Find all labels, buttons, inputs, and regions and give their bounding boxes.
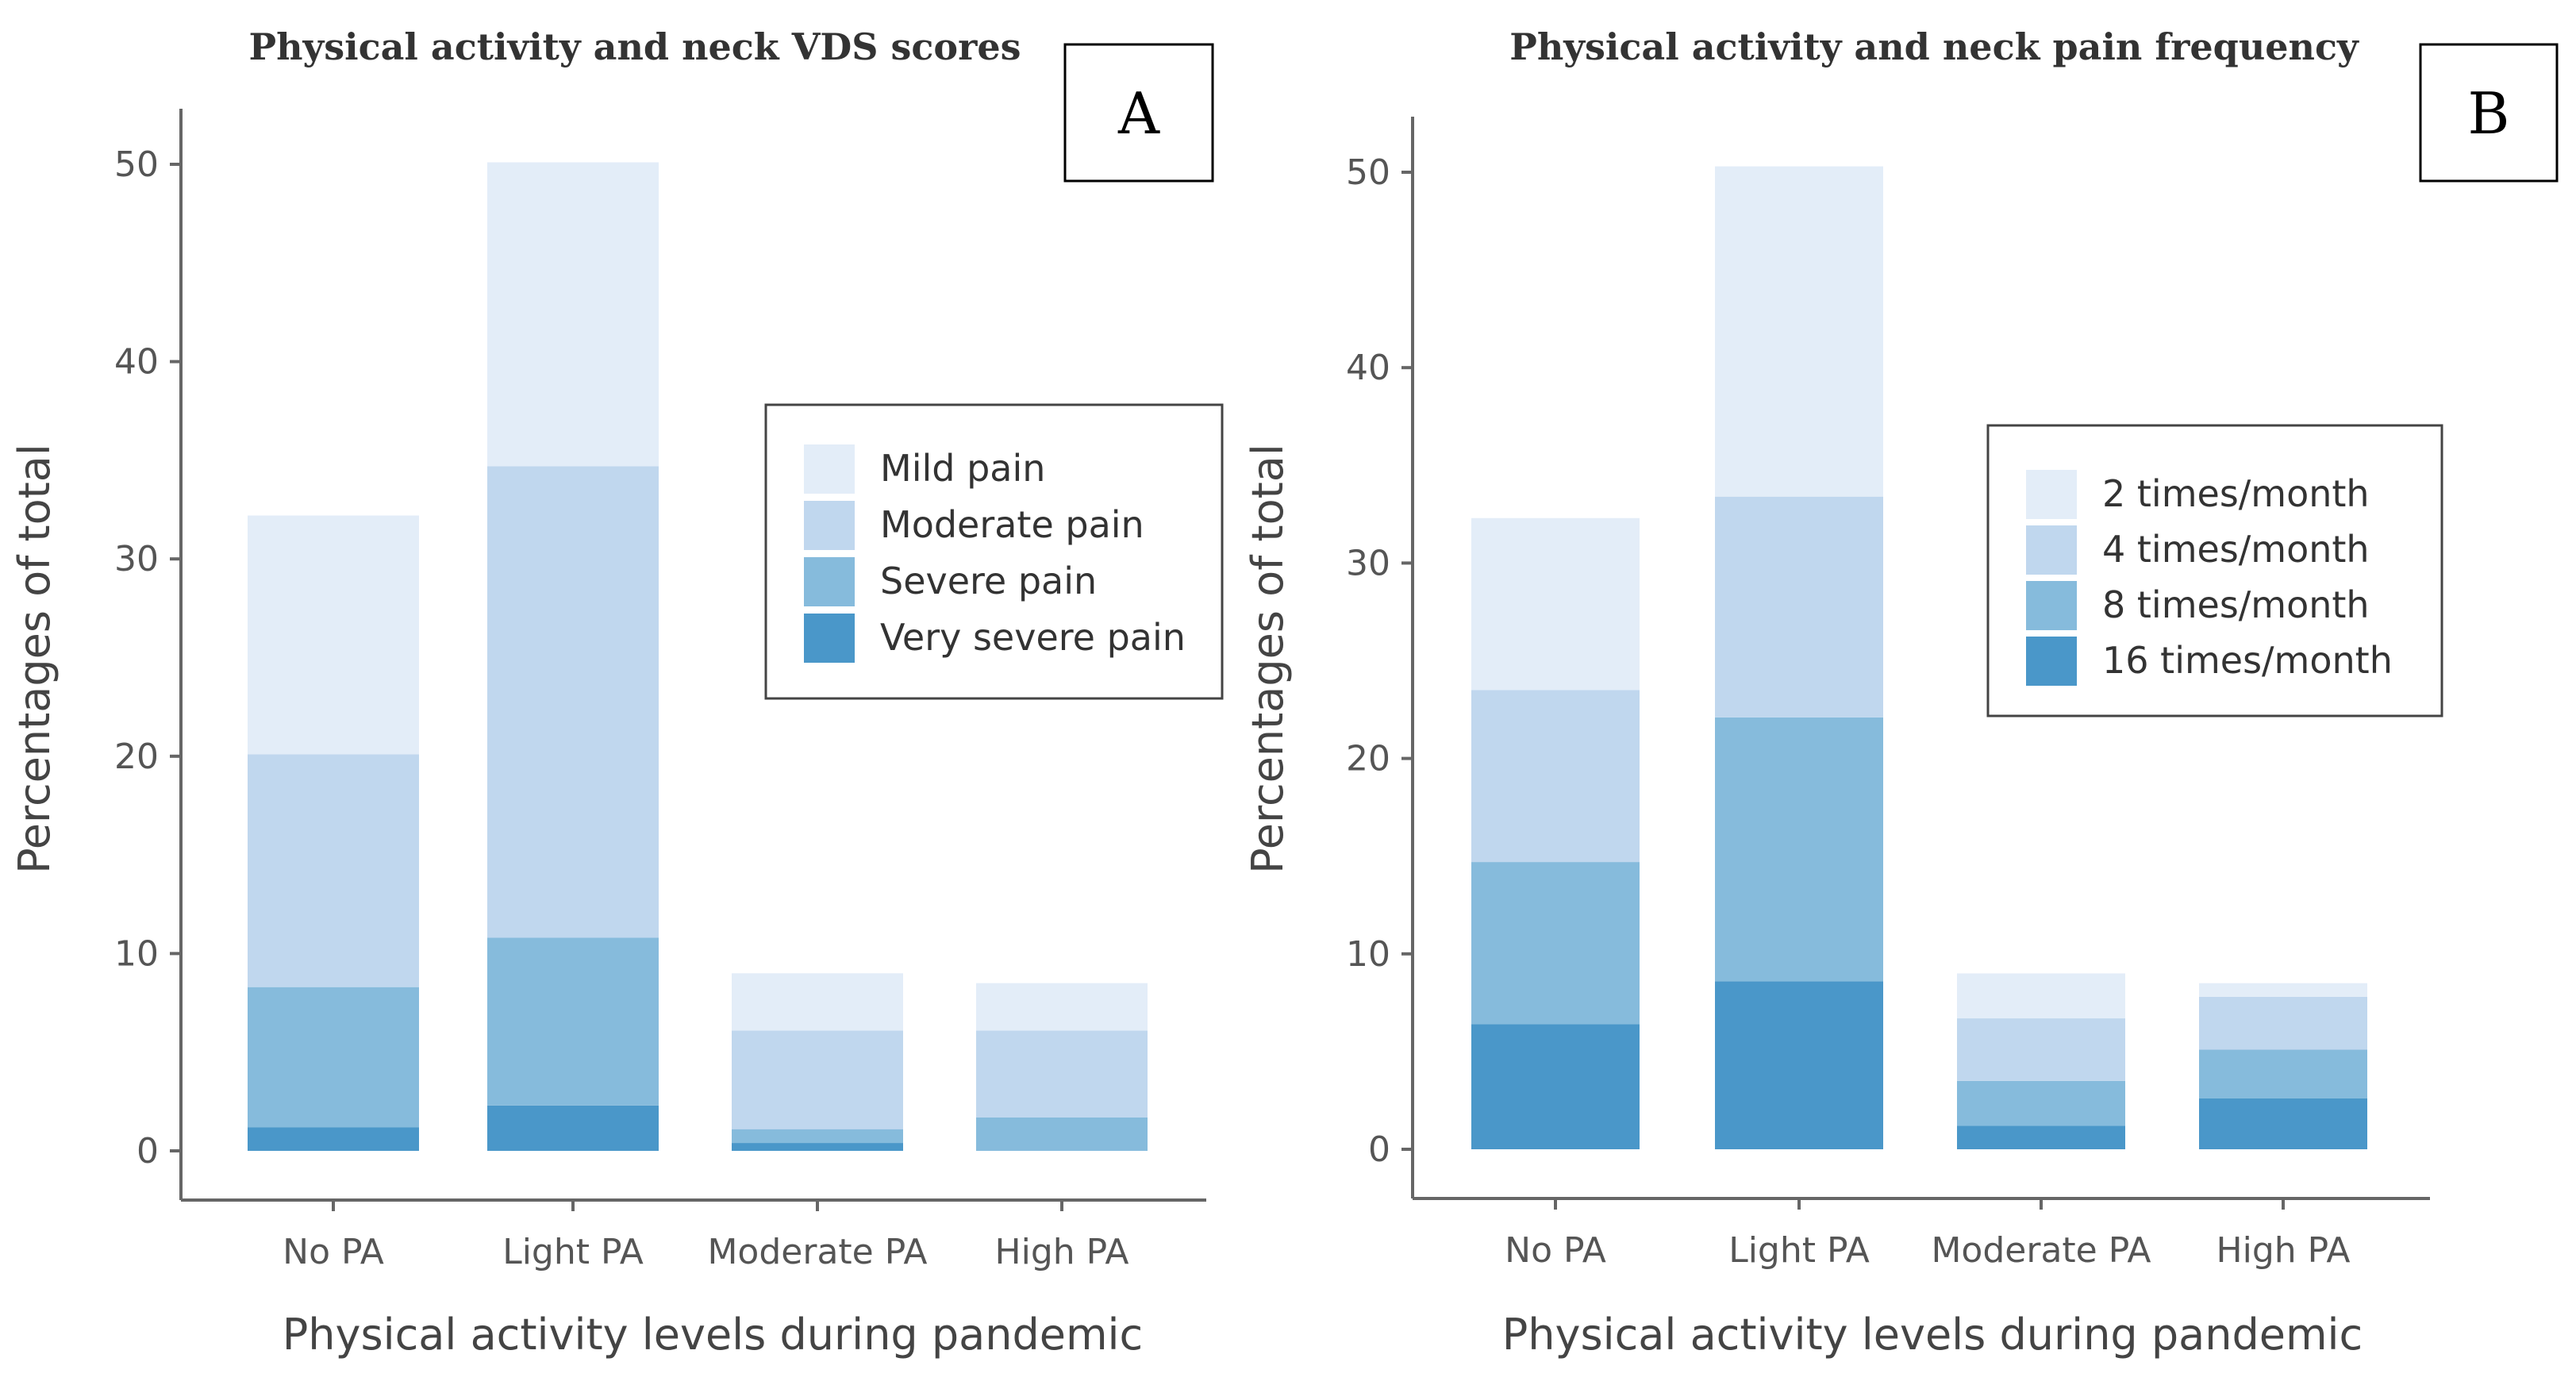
bar-very-severe-pain-moderate-pa	[732, 1143, 903, 1151]
y-tick-label: 20	[114, 737, 159, 777]
chart-panel-a: Physical activity and neck VDS scores A 0 1…	[10, 25, 1224, 1360]
y-tick-label: 50	[1346, 152, 1390, 193]
y-tick-label: 40	[1346, 348, 1390, 388]
bar-moderate-pain-high-pa	[976, 1030, 1148, 1118]
bar-16-times-month-moderate-pa	[1957, 1125, 2125, 1149]
bar-mild-pain-moderate-pa	[732, 973, 903, 1031]
y-tick-label: 30	[1346, 543, 1390, 583]
y-tick-label: 50	[114, 144, 159, 185]
x-axis-title: Physical activity levels during pandemic	[1502, 1310, 2363, 1360]
chart-panel-b: Physical activity and neck pain frequenc…	[1243, 25, 2559, 1360]
chart-title: Physical activity and neck VDS scores	[248, 25, 1021, 68]
bar-2-times-month-high-pa	[2199, 983, 2367, 997]
y-tick-label: 20	[1346, 739, 1390, 779]
legend-label: Mild pain	[880, 447, 1045, 490]
bar-severe-pain-light-pa	[487, 937, 659, 1106]
y-tick-label: 40	[114, 342, 159, 383]
bar-mild-pain-light-pa	[487, 162, 659, 467]
bar-4-times-month-light-pa	[1715, 496, 1883, 718]
bar-2-times-month-light-pa	[1715, 166, 1883, 497]
panel-label-box	[1063, 43, 1214, 183]
legend-swatch	[2026, 470, 2077, 519]
legend-swatch	[804, 557, 855, 606]
x-tick-label: Light PA	[1728, 1230, 1870, 1271]
legend-swatch	[804, 501, 855, 550]
bar-8-times-month-no-pa	[1471, 862, 1640, 1025]
y-tick-label: 0	[136, 1131, 159, 1171]
x-tick-label: High PA	[995, 1232, 1129, 1272]
x-tick-label: No PA	[283, 1232, 384, 1272]
legend-label: Severe pain	[880, 560, 1097, 602]
chart-title: Physical activity and neck pain frequenc…	[1509, 25, 2359, 68]
bar-4-times-month-high-pa	[2199, 996, 2367, 1050]
bar-very-severe-pain-light-pa	[487, 1105, 659, 1151]
bar-16-times-month-no-pa	[1471, 1024, 1640, 1149]
bar-8-times-month-moderate-pa	[1957, 1080, 2125, 1126]
bar-8-times-month-high-pa	[2199, 1049, 2367, 1098]
bar-severe-pain-high-pa	[976, 1117, 1148, 1151]
x-tick-label: Moderate PA	[1931, 1230, 2151, 1271]
x-axis-title: Physical activity levels during pandemic	[283, 1310, 1144, 1360]
y-tick-label: 10	[114, 933, 159, 974]
y-tick-label: 10	[1346, 934, 1390, 975]
bar-16-times-month-high-pa	[2199, 1098, 2367, 1149]
bar-moderate-pain-no-pa	[248, 754, 419, 987]
panel-label: B	[2468, 80, 2510, 147]
bar-severe-pain-no-pa	[248, 987, 419, 1128]
panel-label-box	[2419, 43, 2559, 183]
x-tick-label: Light PA	[502, 1232, 644, 1272]
legend-label: Very severe pain	[880, 616, 1186, 659]
legend-label: 8 times/month	[2102, 583, 2370, 626]
y-axis-title: Percentages of total	[10, 444, 60, 874]
y-tick-label: 30	[114, 539, 159, 579]
bar-2-times-month-no-pa	[1471, 517, 1640, 691]
bar-4-times-month-moderate-pa	[1957, 1018, 2125, 1081]
legend-label: 4 times/month	[2102, 528, 2370, 571]
bar-mild-pain-no-pa	[248, 515, 419, 755]
legend-label: 2 times/month	[2102, 472, 2370, 515]
bar-8-times-month-light-pa	[1715, 717, 1883, 982]
legend-swatch	[804, 444, 855, 494]
bar-moderate-pain-moderate-pa	[732, 1030, 903, 1129]
bar-moderate-pain-light-pa	[487, 466, 659, 938]
legend-label: Moderate pain	[880, 503, 1144, 546]
bar-16-times-month-light-pa	[1715, 981, 1883, 1149]
y-axis-title: Percentages of total	[1243, 444, 1293, 874]
bar-4-times-month-no-pa	[1471, 690, 1640, 863]
legend: Mild pain Moderate pain Severe pain Very se…	[764, 403, 1224, 700]
panel-label: A	[1117, 80, 1160, 147]
bar-2-times-month-moderate-pa	[1957, 973, 2125, 1019]
legend-swatch	[2026, 525, 2077, 575]
bar-very-severe-pain-no-pa	[248, 1127, 419, 1151]
legend-swatch	[2026, 581, 2077, 630]
bar-mild-pain-high-pa	[976, 983, 1148, 1031]
legend: 2 times/month 4 times/month 8 times/month 1…	[1986, 424, 2443, 718]
x-tick-label: High PA	[2217, 1230, 2351, 1271]
x-tick-label: No PA	[1505, 1230, 1606, 1271]
y-tick-label: 0	[1368, 1129, 1390, 1170]
legend-swatch	[2026, 637, 2077, 686]
x-tick-label: Moderate PA	[707, 1232, 927, 1272]
legend-label: 16 times/month	[2102, 639, 2393, 682]
legend-swatch	[804, 614, 855, 663]
bar-severe-pain-moderate-pa	[732, 1129, 903, 1144]
